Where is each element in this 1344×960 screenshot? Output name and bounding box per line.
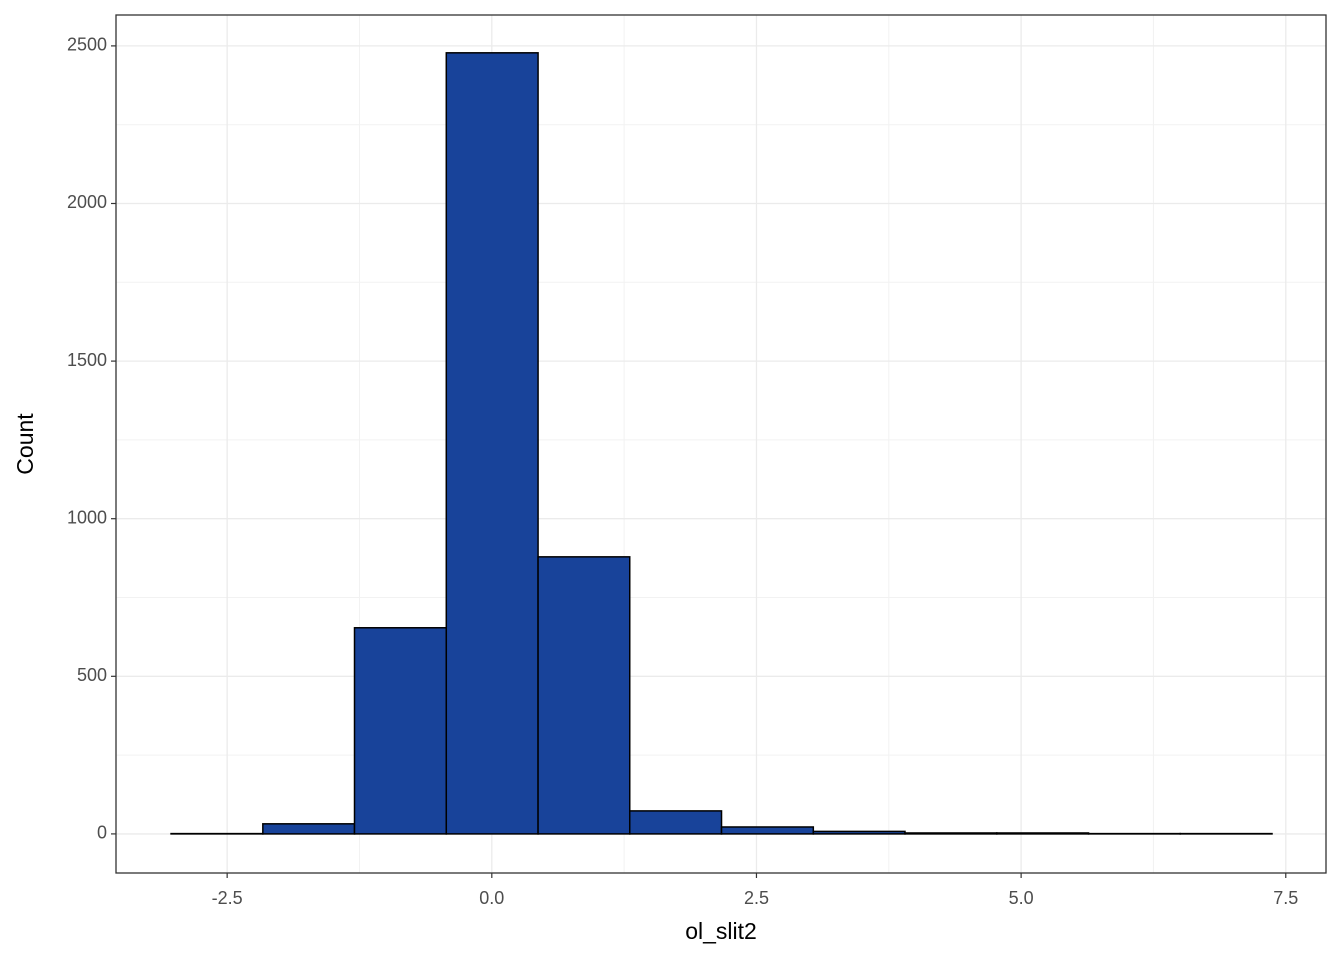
bar [262, 823, 356, 835]
bar [720, 826, 815, 835]
y-axis-title: Count [12, 413, 38, 475]
bar [904, 832, 998, 835]
y-tick-label: 1000 [67, 507, 107, 527]
bar [812, 830, 906, 835]
bar [628, 810, 723, 835]
bar [353, 627, 448, 835]
bar [445, 52, 539, 835]
x-axis-title: ol_slit2 [685, 918, 757, 944]
y-tick-label: 2500 [67, 35, 107, 55]
x-tick-label: 7.5 [1273, 888, 1298, 908]
y-tick-label: 500 [77, 665, 107, 685]
panel-border [115, 14, 1327, 874]
y-tick-label: 2000 [67, 192, 107, 212]
x-tick-label: 2.5 [744, 888, 769, 908]
x-tick-label: -2.5 [212, 888, 243, 908]
y-tick-label: 0 [97, 823, 107, 843]
bar [537, 556, 631, 835]
bar [996, 832, 1090, 835]
y-tick-label: 1500 [67, 350, 107, 370]
x-tick-label: 5.0 [1009, 888, 1034, 908]
x-tick-label: 0.0 [479, 888, 504, 908]
